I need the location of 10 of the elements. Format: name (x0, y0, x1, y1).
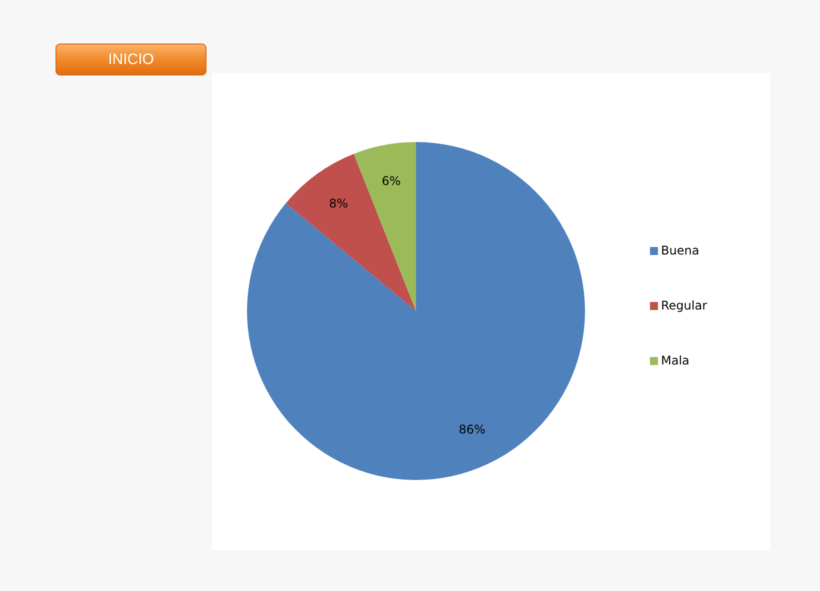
data-label: 86% (458, 422, 486, 437)
legend-label: Regular (661, 298, 708, 312)
data-label: 6% (382, 174, 401, 188)
legend-label: Mala (661, 353, 690, 368)
pie-slice (247, 142, 585, 480)
data-label: 8% (328, 196, 348, 211)
legend-label: Buena (661, 243, 700, 258)
pie-slice (354, 142, 416, 311)
text: INICIO (108, 50, 154, 68)
pie-slice (286, 154, 416, 311)
